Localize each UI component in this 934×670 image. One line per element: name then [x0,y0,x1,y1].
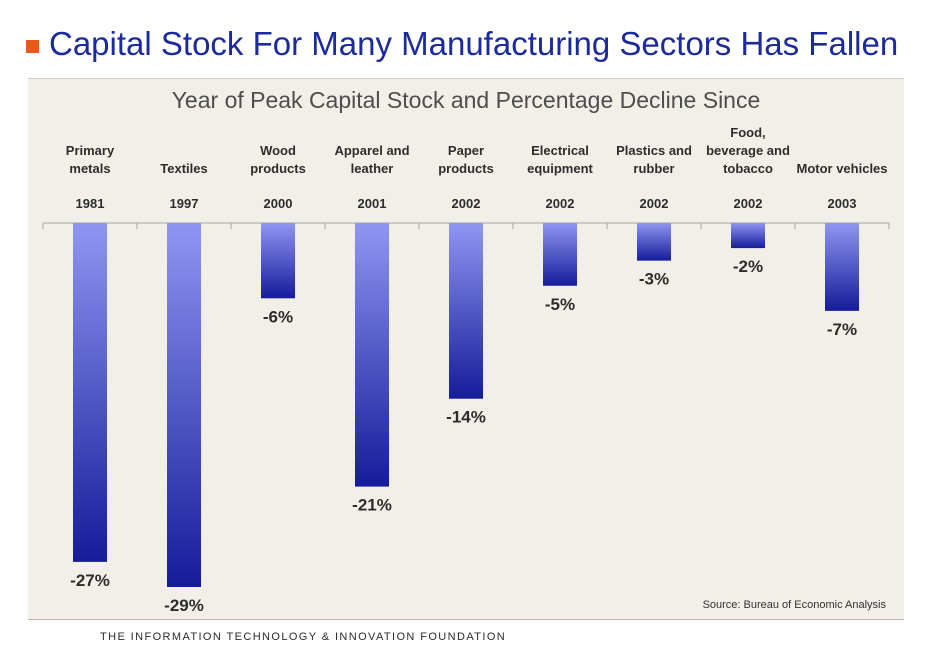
slide-title-text: Capital Stock For Many Manufacturing Sec… [49,25,899,62]
value-label: -21% [352,496,392,515]
category-label: Primary metals [66,143,115,176]
chart-panel: Year of Peak Capital Stock and Percentag… [28,78,904,619]
category-label: Motor vehicles [796,161,887,176]
category-label: Paper products [438,143,494,176]
bar [825,223,859,311]
bar [355,223,389,487]
bar [543,223,577,286]
value-label: -3% [639,270,669,289]
peak-year-label: 2002 [640,196,669,211]
chart-title: Year of Peak Capital Stock and Percentag… [171,87,761,113]
bar [167,223,201,587]
bar [261,223,295,299]
source-note: Source: Bureau of Economic Analysis [702,599,886,611]
peak-year-label: 2002 [452,196,481,211]
value-label: -14% [446,408,486,427]
category-label: Plastics and rubber [616,143,692,176]
peak-year-label: 1981 [76,196,105,211]
slide-title: Capital Stock For Many Manufacturing Sec… [26,22,898,66]
category-label: Wood products [250,143,306,176]
footer-divider [28,619,904,620]
peak-year-label: 2003 [828,196,857,211]
bar [731,223,765,249]
category-label: Food, beverage and tobacco [706,125,790,176]
value-label: -29% [164,596,204,615]
value-label: -27% [70,571,110,590]
value-label: -6% [263,307,293,326]
value-label: -2% [733,257,763,276]
value-label: -5% [545,295,575,314]
peak-year-label: 2001 [358,196,387,211]
footer-org-name: THE INFORMATION TECHNOLOGY & INNOVATION … [100,631,507,643]
peak-year-label: 2002 [734,196,763,211]
peak-year-label: 1997 [170,196,199,211]
category-label: Electrical equipment [527,143,593,176]
value-label: -7% [827,320,857,339]
bar-chart: Primary metals 1981 -27% Textiles 1997 -29% Woo… [42,125,890,615]
peak-year-label: 2000 [264,196,293,211]
category-label: Apparel and leather [334,143,409,176]
category-label: Textiles [160,161,207,176]
bar [637,223,671,261]
bar [73,223,107,562]
bullet-square-icon [26,39,39,53]
peak-year-label: 2002 [546,196,575,211]
bar [449,223,483,399]
